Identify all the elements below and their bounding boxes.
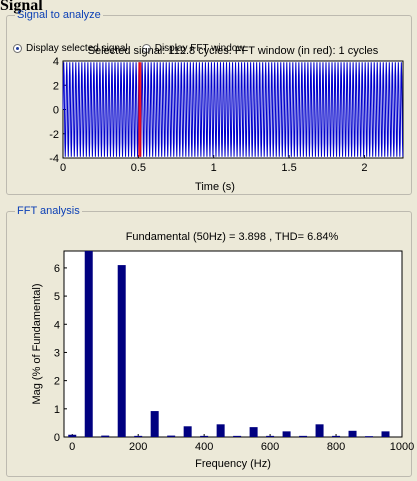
fft-bar xyxy=(68,434,77,437)
signal-x-tick-label: 0.5 xyxy=(131,162,146,174)
fft-bar xyxy=(381,431,390,437)
display-selected-signal-radio[interactable]: Display selected signal xyxy=(13,43,128,54)
fft-y-tick-label: 1 xyxy=(54,404,60,416)
signal-y-tick-label: 2 xyxy=(53,80,59,92)
fft-y-tick-label: 3 xyxy=(54,347,60,359)
fft-bar xyxy=(167,435,176,437)
fft-y-axis-label: Mag (% of Fundamental) xyxy=(31,283,43,404)
fft-bar xyxy=(233,435,242,437)
signal-x-tick-label: 1 xyxy=(211,162,217,174)
fft-bar xyxy=(365,436,374,438)
fft-bar xyxy=(332,435,341,437)
fft-y-tick-label: 5 xyxy=(54,291,60,303)
fft-bar xyxy=(101,435,110,437)
fft-bar xyxy=(315,424,324,437)
signal-plot-title: Selected signal: 112.8 cycles. FFT windo… xyxy=(88,45,379,57)
fft-y-tick-label: 4 xyxy=(54,319,60,331)
radio-unselected-indicator xyxy=(141,44,151,53)
signal-y-tick-label: -4 xyxy=(49,153,59,165)
display-selected-signal-label: Display selected signal xyxy=(26,43,128,54)
fft-y-tick-label: 2 xyxy=(54,376,60,388)
signal-y-tick-label: 0 xyxy=(53,105,59,117)
window-title: Signal xyxy=(0,0,43,14)
fft-bar xyxy=(183,426,192,437)
fft-x-tick-label: 400 xyxy=(195,441,213,453)
fft-window-highlight xyxy=(138,62,142,157)
signal-x-tick-label: 1.5 xyxy=(281,162,296,174)
fft-bar xyxy=(150,411,159,437)
signal-x-tick-label: 2 xyxy=(361,162,367,174)
fft-group-legend: FFT analysis xyxy=(17,205,80,217)
fft-y-tick-label: 6 xyxy=(54,263,60,275)
fft-plot-title: Fundamental (50Hz) = 3.898 , THD= 6.84% xyxy=(126,231,339,243)
fft-x-tick-label: 0 xyxy=(69,441,75,453)
signal-y-tick-label: 4 xyxy=(53,56,59,68)
fft-x-tick-label: 800 xyxy=(327,441,345,453)
fft-x-tick-label: 200 xyxy=(129,441,147,453)
fft-x-tick-label: 1000 xyxy=(390,441,414,453)
signal-x-tick-label: 0 xyxy=(60,162,66,174)
signal-x-axis-label: Time (s) xyxy=(195,181,235,193)
signal-y-tick-label: -2 xyxy=(49,129,59,141)
fft-bar xyxy=(84,251,93,437)
signal-to-analyze-group: Signal to analyze Display selected signa… xyxy=(6,9,412,195)
signal-group-legend: Signal to analyze xyxy=(17,9,101,21)
signal-waveform xyxy=(62,62,404,157)
fft-bar xyxy=(200,435,209,437)
fft-bar xyxy=(249,427,258,437)
fft-bar xyxy=(299,435,308,437)
radio-selected-indicator xyxy=(13,44,22,53)
fft-plot-area xyxy=(63,250,403,438)
fft-bar xyxy=(348,430,357,437)
fft-bar xyxy=(117,265,126,437)
fft-x-tick-label: 600 xyxy=(261,441,279,453)
display-fft-window-label: Display FFT window xyxy=(154,43,245,54)
fft-bar xyxy=(216,424,225,437)
display-fft-window-radio[interactable]: Display FFT window xyxy=(141,43,245,54)
fft-y-tick-label: 0 xyxy=(54,432,60,444)
fft-bar xyxy=(266,435,275,437)
fft-analysis-group: FFT analysis xyxy=(6,205,412,477)
fft-x-axis-label: Frequency (Hz) xyxy=(195,458,271,470)
fft-bar xyxy=(282,431,291,437)
fft-bar xyxy=(134,435,143,437)
